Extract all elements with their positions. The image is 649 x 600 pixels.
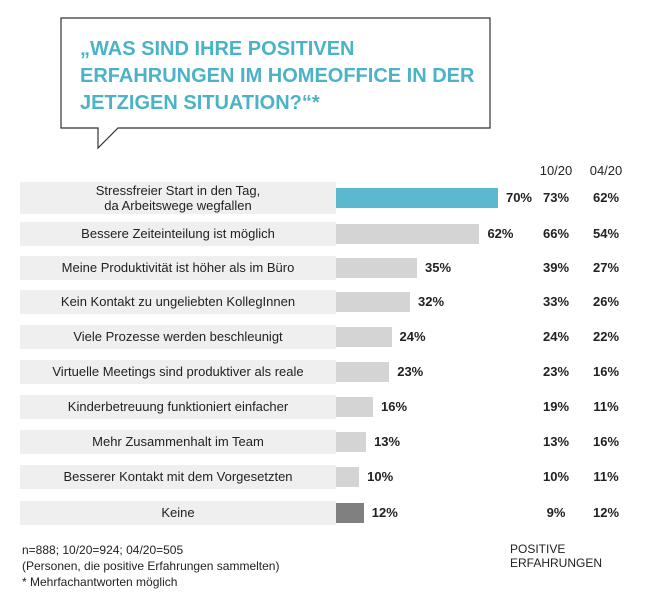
category-label: Keine: [161, 505, 195, 520]
column-value: 11%: [593, 399, 619, 414]
legend-label: POSITIVE ERFAHRUNGEN: [510, 542, 603, 570]
column-value: 16%: [592, 434, 620, 449]
bar: [336, 397, 374, 417]
row-stripe: [20, 256, 336, 280]
column-value: 26%: [592, 294, 620, 309]
row-stripe: [20, 182, 336, 214]
speech-bubble: [60, 17, 491, 150]
row-stripe: [20, 465, 336, 489]
category-label: Kinderbetreuung funktioniert einfacher: [67, 399, 289, 414]
chart-title: „WAS SIND IHRE POSITIVEN ERFAHRUNGEN IM …: [80, 38, 475, 114]
column-value: 33%: [542, 294, 570, 309]
row-stripe: [20, 501, 336, 525]
category-label: Meine Produktivität ist höher als im Bür…: [61, 260, 295, 275]
footnote: (Personen, die positive Erfahrungen samm…: [22, 559, 280, 573]
footnote: * Mehrfachantworten möglich: [22, 575, 178, 589]
column-value: 19%: [542, 399, 570, 414]
column-value: 9%: [546, 505, 566, 520]
bar-value-label: 35%: [424, 260, 452, 275]
column-header: 04/20: [589, 163, 623, 178]
bar-value-label: 24%: [399, 329, 426, 344]
footnote: n=888; 10/20=924; 04/20=505: [22, 543, 184, 557]
category-label: Stressfreier Start in den Tag, da Arbeit…: [95, 183, 261, 213]
bar: [336, 467, 360, 487]
row-stripe: [20, 222, 336, 246]
bar-value-label: 62%: [487, 226, 514, 241]
title-box: [60, 17, 491, 150]
bar: [336, 327, 392, 347]
row-stripe: [20, 290, 336, 314]
bar: [336, 188, 498, 208]
row-stripe: [20, 395, 336, 419]
column-value: 73%: [542, 190, 570, 205]
column-value: 22%: [592, 329, 620, 344]
row-stripe: [20, 360, 336, 384]
bar-value-label: 32%: [418, 294, 445, 309]
bar: [336, 503, 364, 523]
category-label: Virtuelle Meetings sind produktiver als …: [52, 364, 304, 379]
bar-value-label: 16%: [381, 399, 408, 414]
category-label: Kein Kontakt zu ungeliebten KollegInnen: [60, 294, 296, 309]
column-value: 54%: [592, 226, 620, 241]
bar: [336, 224, 480, 244]
footnotes: n=888; 10/20=924; 04/20=505 (Personen, d…: [22, 542, 279, 590]
column-value: 27%: [592, 260, 620, 275]
bar: [336, 292, 411, 312]
column-value: 13%: [542, 434, 570, 449]
column-header: 10/20: [539, 163, 573, 178]
row-stripe: [20, 325, 336, 349]
bar: [336, 432, 367, 452]
category-label: Bessere Zeiteinteilung ist möglich: [81, 226, 275, 241]
column-value: 24%: [542, 329, 570, 344]
bar-value-label: 12%: [371, 505, 398, 520]
bar-value-label: 10%: [367, 469, 394, 484]
bar-value-label: 23%: [397, 364, 424, 379]
column-value: 16%: [592, 364, 620, 379]
row-stripe: [20, 430, 336, 454]
column-value: 62%: [592, 190, 620, 205]
bar-value-label: 13%: [374, 434, 401, 449]
category-label: Viele Prozesse werden beschleunigt: [73, 329, 283, 344]
bar: [336, 362, 390, 382]
bar-value-label: 70%: [505, 190, 532, 205]
column-value: 39%: [542, 260, 570, 275]
category-label: Besserer Kontakt mit dem Vorgesetzten: [63, 469, 293, 484]
column-value: 10%: [542, 469, 570, 484]
column-value: 12%: [592, 505, 620, 520]
column-value: 11%: [593, 469, 619, 484]
column-value: 66%: [542, 226, 570, 241]
bar: [336, 258, 417, 278]
category-label: Mehr Zusammenhalt im Team: [92, 434, 264, 449]
column-value: 23%: [542, 364, 570, 379]
